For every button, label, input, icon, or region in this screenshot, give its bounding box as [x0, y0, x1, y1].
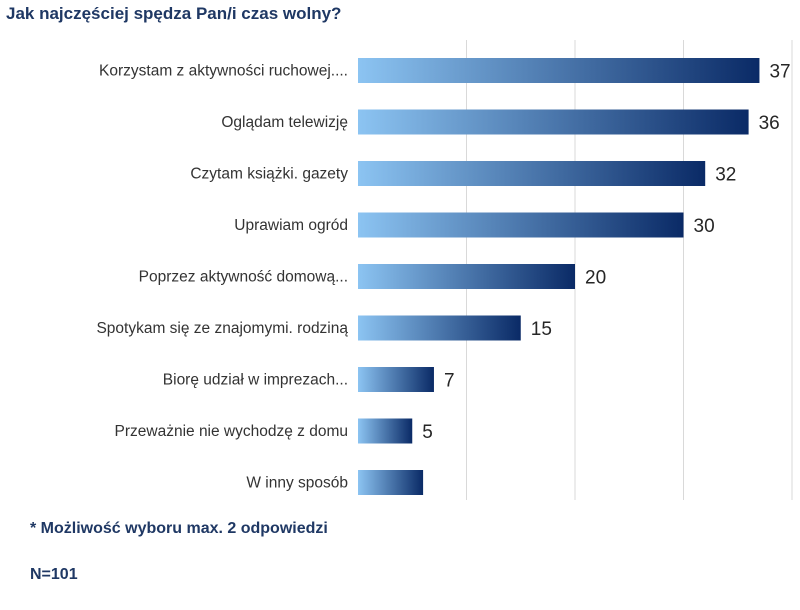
bar	[358, 367, 434, 392]
category-label: Poprzez aktywność domową...	[139, 269, 348, 286]
value-label: 36	[759, 113, 780, 134]
category-label: Biorę udział w imprezach...	[163, 372, 348, 389]
bar	[358, 212, 684, 238]
category-label: Spotykam się ze znajomymi. rodziną	[96, 320, 348, 337]
value-label: 37	[769, 62, 790, 83]
category-label: Oglądam telewizję	[221, 114, 348, 131]
bar	[358, 109, 749, 135]
value-label: 32	[715, 165, 736, 186]
sample-size: N=101	[30, 566, 78, 583]
bars: Korzystam z aktywności ruchowej.... 37 Ogl…	[96, 58, 791, 495]
bar	[358, 58, 760, 83]
value-label: 20	[585, 268, 606, 289]
category-label: W inny sposób	[246, 475, 348, 492]
bar	[358, 315, 521, 341]
category-label: Uprawiam ogród	[234, 217, 348, 234]
bar	[358, 470, 424, 495]
bar	[358, 161, 706, 186]
bar	[358, 264, 575, 289]
value-label: 30	[694, 216, 715, 237]
value-label: 15	[531, 319, 552, 340]
category-label: Czytam książki. gazety	[190, 166, 348, 183]
value-label: 5	[422, 422, 433, 443]
bar	[358, 418, 413, 444]
category-label: Korzystam z aktywności ruchowej....	[99, 63, 348, 80]
chart-title: Jak najczęściej spędza Pan/i czas wolny?	[6, 4, 342, 23]
bar-chart: Korzystam z aktywności ruchowej.... 37 Ogl…	[96, 40, 793, 500]
value-label: 7	[444, 371, 455, 392]
category-label: Przeważnie nie wychodzę z domu	[115, 423, 348, 440]
footnote: * Możliwość wyboru max. 2 odpowiedzi	[30, 520, 328, 537]
